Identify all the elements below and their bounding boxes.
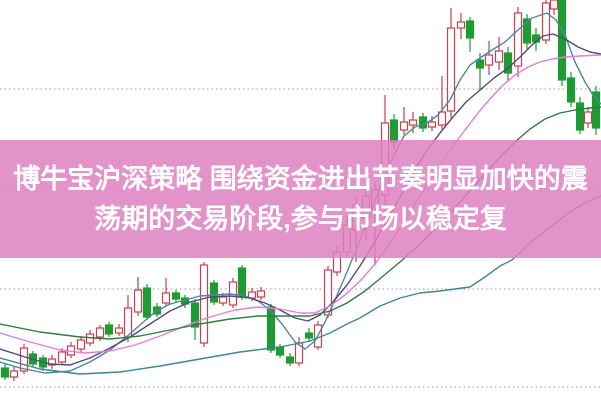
- candle-body: [0, 367, 10, 378]
- candle-body: [503, 52, 513, 74]
- candle-body: [76, 339, 86, 350]
- candle-body: [484, 54, 494, 66]
- candle-body: [95, 327, 105, 338]
- candle-body: [446, 27, 456, 112]
- candle-body: [161, 292, 171, 304]
- candle-body: [304, 332, 314, 339]
- candle-body: [199, 264, 209, 344]
- ma-fast-teal: [0, 12, 601, 374]
- candle-body: [465, 20, 475, 39]
- candle-body: [437, 111, 447, 126]
- candle-body: [557, 0, 567, 81]
- candle-body: [285, 356, 295, 364]
- candle-body: [104, 324, 114, 335]
- ma-green: [0, 106, 601, 340]
- candle-body: [190, 302, 200, 328]
- candle-body: [583, 111, 593, 124]
- candle-body: [575, 102, 585, 131]
- candle-body: [389, 119, 399, 143]
- banner-text-line1: 博牛宝沪深策略 围绕资金进出节奏明显加快的震: [13, 163, 588, 194]
- candle-body: [275, 346, 285, 356]
- candle-body: [494, 50, 504, 63]
- candle-body: [591, 91, 601, 129]
- candle-body: [266, 306, 276, 351]
- candle-body: [399, 121, 409, 131]
- candle-body: [218, 296, 228, 304]
- caption-banner: 博牛宝沪深策略 围绕资金进出节奏明显加快的震 荡期的交易阶段,参与市场以稳定复: [0, 140, 601, 258]
- candle-body: [237, 267, 247, 298]
- candle-body: [456, 21, 466, 29]
- candle-body: [9, 370, 19, 378]
- candle-body: [171, 292, 181, 300]
- candle-body: [408, 119, 418, 126]
- candle-body: [256, 290, 266, 298]
- candle-body: [475, 59, 485, 69]
- candle-body: [513, 12, 523, 67]
- candle-body: [566, 77, 576, 103]
- ma-purple: [0, 33, 601, 366]
- candle-body: [522, 18, 532, 44]
- candle-body: [19, 347, 29, 372]
- candle-body: [541, 2, 551, 41]
- candle-body: [549, 0, 559, 10]
- ma-pink: [0, 54, 601, 354]
- candle-body: [133, 289, 143, 313]
- candle-body: [142, 287, 152, 318]
- candle-body: [209, 282, 219, 303]
- candle-body: [427, 121, 437, 128]
- candle-body: [418, 116, 428, 129]
- candle-body: [114, 327, 124, 334]
- banner-text-line2: 荡期的交易阶段,参与市场以稳定复: [94, 203, 507, 234]
- candle-body: [47, 358, 57, 366]
- candle-body: [57, 351, 67, 363]
